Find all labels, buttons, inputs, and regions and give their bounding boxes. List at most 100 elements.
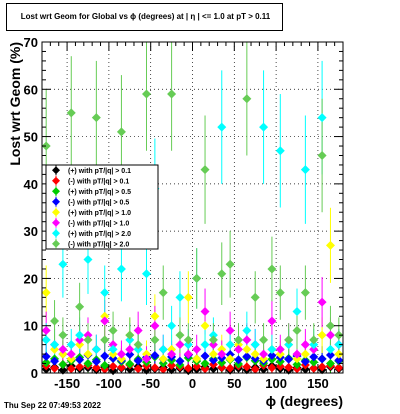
data-point	[309, 352, 319, 362]
x-tick-label: 150	[307, 376, 329, 391]
legend-swatch	[52, 229, 60, 238]
data-point	[292, 349, 302, 359]
data-point	[66, 349, 76, 359]
data-point	[108, 325, 118, 335]
data-point	[200, 321, 210, 331]
data-point	[58, 344, 68, 354]
data-point	[325, 359, 335, 369]
data-point	[284, 335, 294, 345]
data-point	[292, 359, 302, 369]
data-point	[75, 330, 85, 340]
data-point	[133, 340, 143, 350]
data-point	[192, 344, 202, 354]
data-point	[300, 340, 310, 350]
data-point	[58, 259, 68, 269]
x-tick-label: -50	[141, 376, 160, 391]
y-tick-label: 70	[24, 35, 38, 50]
data-point	[208, 349, 218, 359]
legend-entry: (+) with pT/|q| > 0.5	[68, 189, 131, 196]
axis-ticks: -150 -100 -50 0 50 100 150 0 10 20 30 40 50 60 70	[24, 35, 343, 391]
data-point	[309, 357, 319, 367]
data-point	[158, 344, 168, 354]
legend-swatch	[52, 187, 60, 196]
data-point	[200, 307, 210, 317]
data-point	[58, 359, 68, 369]
data-point	[175, 356, 185, 366]
data-point	[309, 344, 319, 354]
y-tick-label: 60	[24, 82, 38, 97]
data-point	[208, 330, 218, 340]
data-point	[100, 351, 110, 361]
data-point	[175, 340, 185, 350]
data-point	[75, 335, 85, 345]
data-point	[125, 330, 135, 340]
data-point	[142, 269, 152, 279]
data-point	[133, 325, 143, 335]
data-point	[250, 292, 260, 302]
legend-box	[45, 164, 159, 250]
legend-swatch	[52, 197, 60, 206]
legend-entry: (+) with pT/|q| > 2.0	[68, 231, 131, 238]
data-point	[158, 354, 168, 364]
data-point	[242, 94, 252, 104]
data-point	[167, 349, 177, 359]
data-point	[75, 302, 85, 312]
data-point	[158, 364, 168, 374]
data-point	[50, 316, 60, 326]
data-point	[91, 344, 101, 354]
data-point	[192, 273, 202, 283]
data-point	[300, 165, 310, 175]
data-point	[58, 365, 68, 375]
data-point	[108, 340, 118, 350]
data-point	[183, 363, 193, 373]
data-point	[100, 316, 110, 326]
data-point	[275, 146, 285, 156]
data-point	[133, 344, 143, 354]
data-point	[41, 351, 51, 361]
data-point	[309, 340, 319, 350]
data-point	[200, 359, 210, 369]
x-tick-label: 50	[227, 376, 241, 391]
data-point	[66, 364, 76, 374]
y-tick-label: 0	[31, 366, 38, 381]
legend-entry: (-) with pT/|q| > 1.0	[68, 220, 129, 227]
legend-entry: (-) with pT/|q| > 2.0	[68, 241, 129, 248]
data-point	[325, 330, 335, 340]
data-point	[142, 349, 152, 359]
data-point	[242, 362, 252, 372]
data-point	[325, 344, 335, 354]
data-point	[217, 358, 227, 368]
data-point	[183, 349, 193, 359]
data-point	[200, 340, 210, 350]
data-point	[250, 349, 260, 359]
x-tick-label: -100	[96, 376, 122, 391]
data-point	[317, 297, 327, 307]
y-axis-label: Lost wrt Geom (%)	[7, 42, 23, 166]
data-point	[50, 344, 60, 354]
data-point	[317, 362, 327, 372]
data-point	[125, 359, 135, 369]
data-point	[167, 321, 177, 331]
data-point	[83, 335, 93, 345]
data-point	[41, 141, 51, 151]
data-point	[66, 108, 76, 118]
y-tick-label: 50	[24, 130, 38, 145]
data-point	[284, 354, 294, 364]
data-point	[309, 363, 319, 373]
data-point	[217, 122, 227, 132]
legend-swatch	[52, 239, 60, 248]
data-point	[75, 355, 85, 365]
data-point	[292, 307, 302, 317]
data-point	[83, 349, 93, 359]
data-point	[317, 354, 327, 364]
data-point	[183, 335, 193, 345]
data-point	[334, 330, 344, 340]
data-point	[267, 363, 277, 373]
data-point	[233, 340, 243, 350]
data-point	[116, 354, 126, 364]
data-point	[284, 340, 294, 350]
data-point	[242, 325, 252, 335]
data-point	[225, 340, 235, 350]
legend-entry: (-) with pT/|q| > 0.1	[68, 178, 129, 185]
legend-swatch	[52, 218, 60, 227]
